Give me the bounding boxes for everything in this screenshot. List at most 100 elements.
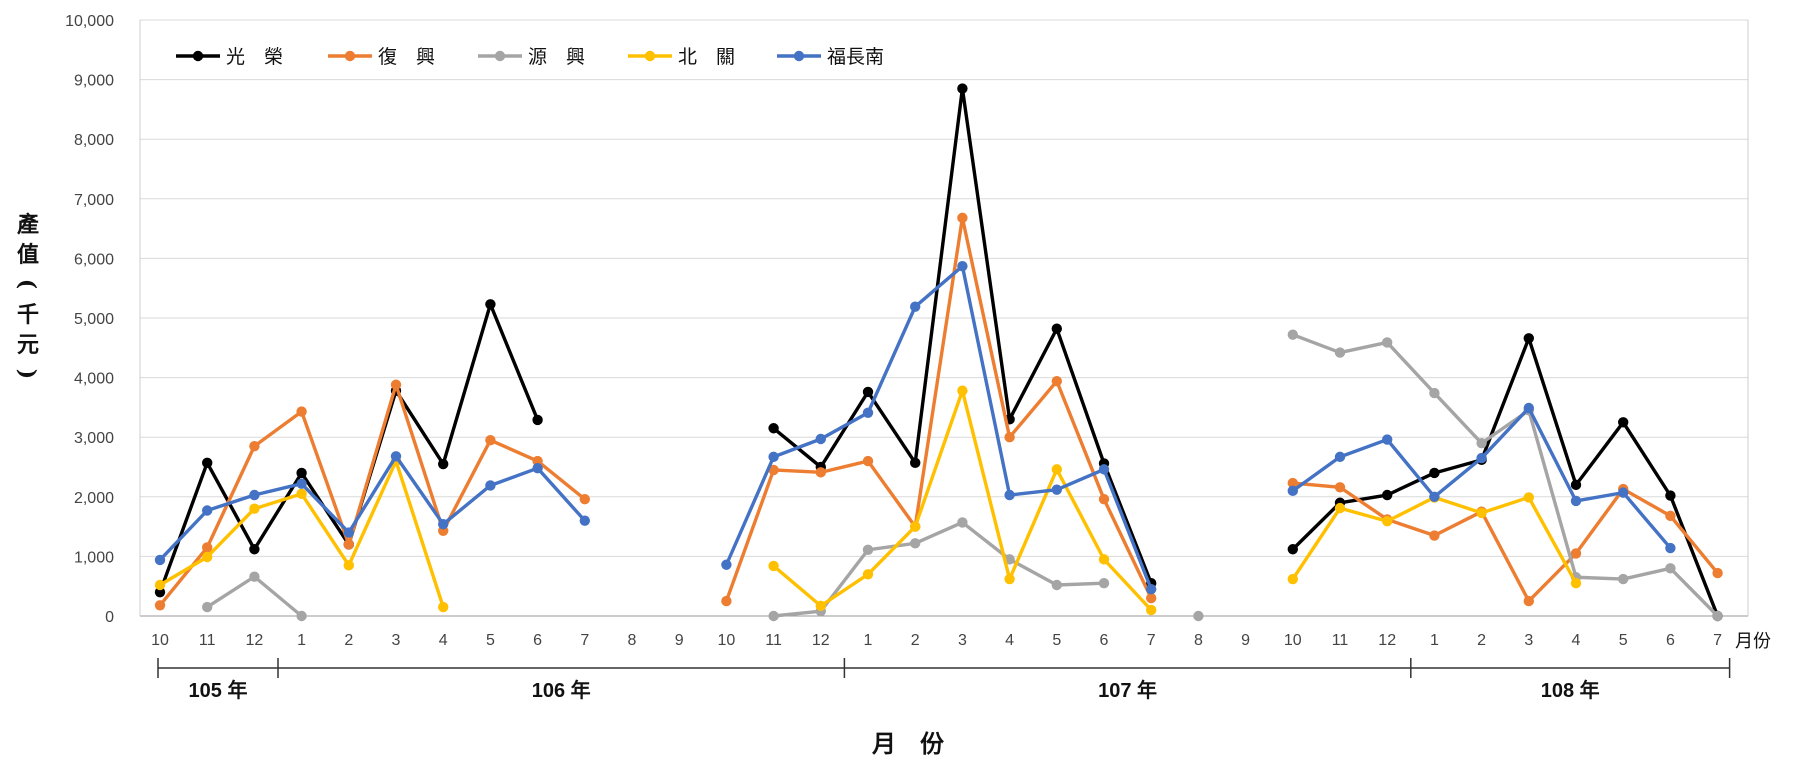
data-point: [862, 386, 874, 398]
data-point: [202, 551, 213, 563]
data-point: [532, 414, 543, 426]
y-axis-title-char: (: [14, 279, 40, 289]
y-tick-label: 6,000: [74, 251, 114, 268]
legend-label: 福長南: [827, 46, 884, 68]
data-point: [296, 488, 307, 500]
x-tick-label: 3: [392, 632, 401, 649]
x-tick-label: 12: [1378, 632, 1396, 649]
data-point: [1382, 434, 1393, 445]
data-point: [721, 559, 732, 570]
y-tick-label: 4,000: [74, 371, 114, 388]
data-point: [1523, 595, 1535, 607]
data-point: [249, 489, 260, 501]
data-point: [1523, 402, 1535, 414]
x-tick-label: 11: [765, 632, 782, 649]
x-tick-label: 1: [1430, 632, 1439, 649]
data-point: [1098, 464, 1110, 475]
data-point: [862, 569, 874, 580]
data-point: [1004, 432, 1015, 443]
data-point: [1665, 510, 1676, 522]
year-groups: 105 年 106 年 107 年 108 年: [157, 658, 1731, 702]
data-point: [296, 478, 307, 489]
data-point: [1098, 493, 1110, 505]
year-label: 107 年: [1098, 678, 1157, 702]
data-point: [1382, 516, 1393, 527]
x-tick-label: 3: [958, 632, 967, 649]
data-point: [1429, 530, 1440, 541]
data-point: [815, 600, 826, 612]
y-axis-title-char: ): [14, 369, 40, 379]
data-point: [343, 560, 354, 571]
data-point: [1287, 485, 1299, 497]
x-tick-label: 2: [344, 632, 353, 649]
x-tick-label: 7: [1147, 632, 1156, 649]
legend-item: 復 興: [328, 46, 435, 68]
data-point: [1570, 479, 1582, 491]
legend-swatch-marker: [192, 50, 204, 62]
data-point: [1334, 482, 1346, 493]
y-tick-label: 9,000: [74, 73, 114, 90]
x-tick-label: 4: [439, 632, 448, 649]
year-label: 106 年: [532, 678, 591, 702]
x-tick-label: 10: [151, 632, 169, 649]
x-tick-label: 9: [1241, 632, 1250, 649]
x-tick-label: 7: [580, 632, 589, 649]
series-line: [158, 454, 587, 562]
data-point: [1051, 484, 1063, 495]
x-tick-label: 6: [1100, 632, 1109, 649]
data-point: [1570, 578, 1582, 589]
data-point: [957, 385, 968, 396]
legend-item: 北 關: [628, 46, 735, 68]
data-point: [1146, 592, 1157, 604]
data-point: [390, 451, 402, 462]
data-point: [438, 458, 449, 470]
series-line: [771, 86, 1153, 585]
series-line: [1291, 406, 1673, 550]
series-line: [205, 574, 304, 618]
data-point: [768, 610, 779, 622]
x-tick-label: 11: [199, 632, 216, 649]
x-tick-label: 1: [864, 632, 873, 649]
data-point: [1523, 492, 1535, 503]
data-point: [1193, 610, 1204, 622]
data-point: [1146, 604, 1157, 616]
data-point: [721, 595, 732, 607]
data-point: [1618, 487, 1629, 498]
data-point: [910, 538, 921, 549]
x-tick-label: 5: [486, 632, 495, 649]
data-point: [1287, 544, 1299, 555]
data-point: [1476, 507, 1487, 519]
data-point: [202, 457, 213, 469]
data-point: [1051, 464, 1063, 475]
year-label: 108 年: [1541, 678, 1600, 702]
y-axis-title-char: 產: [17, 212, 39, 238]
legend: 光 榮 復 興 源 興 北 關 福長南: [176, 46, 884, 68]
data-point: [1429, 387, 1440, 399]
data-point: [1665, 563, 1676, 574]
data-point: [1712, 610, 1723, 622]
data-point: [202, 542, 213, 553]
y-axis-title-char: 千: [17, 302, 39, 328]
data-point: [862, 455, 874, 467]
x-tick-label: 10: [718, 632, 736, 649]
x-tick-label: 3: [1524, 632, 1533, 649]
x-tick-label: 12: [812, 632, 830, 649]
y-tick-label: 3,000: [74, 430, 114, 447]
data-point: [532, 462, 543, 474]
x-tick-label: 4: [1005, 632, 1014, 649]
data-point: [202, 505, 213, 516]
data-point: [296, 406, 307, 417]
data-point: [1665, 542, 1676, 554]
series-lines: [154, 83, 1723, 622]
legend-label: 復 興: [378, 46, 435, 68]
legend-swatch-marker: [494, 50, 506, 62]
data-point: [1382, 489, 1393, 501]
legend-item: 光 榮: [176, 46, 283, 68]
data-point: [1570, 548, 1582, 559]
x-tick-label: 6: [1666, 632, 1675, 649]
data-point: [390, 379, 402, 390]
data-point: [1476, 452, 1487, 464]
series-line: [158, 383, 587, 607]
data-point: [1051, 579, 1063, 591]
series-line: [1291, 332, 1720, 618]
